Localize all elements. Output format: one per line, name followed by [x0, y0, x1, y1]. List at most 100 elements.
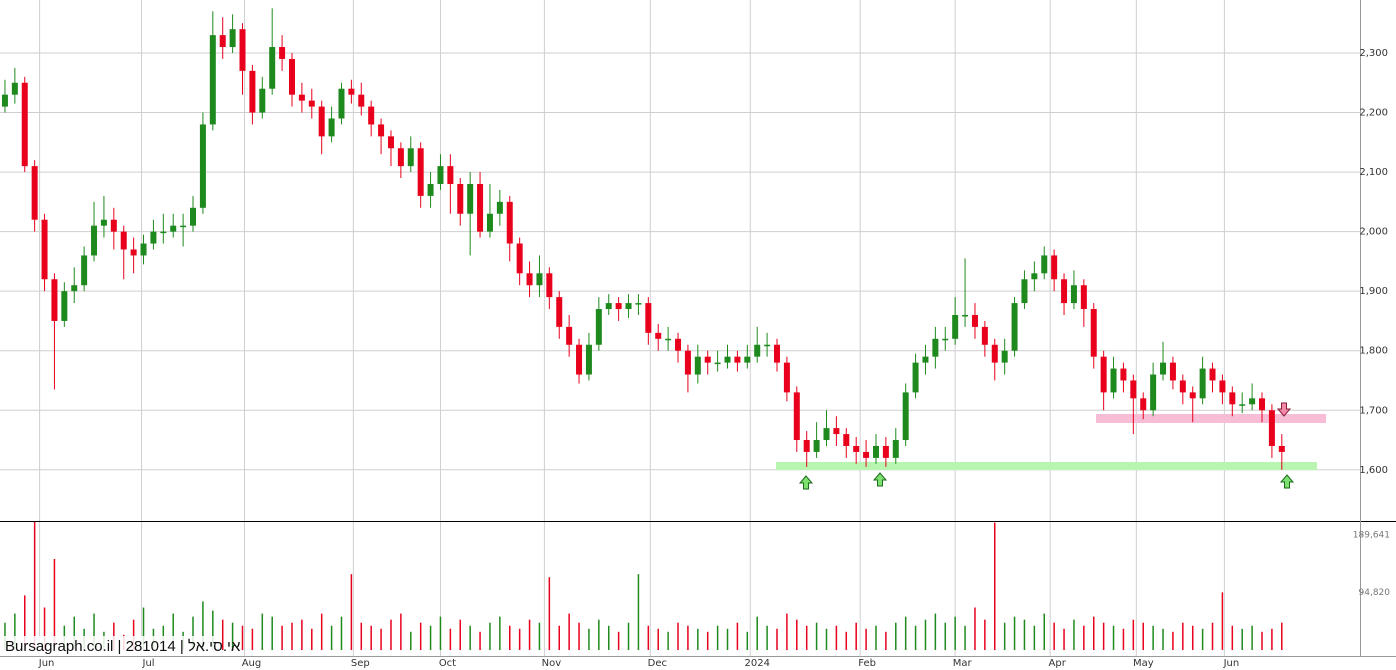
- candle-body: [496, 201, 503, 214]
- candle-body: [457, 183, 464, 214]
- candle-body: [447, 166, 454, 184]
- candle-body: [140, 243, 147, 256]
- candle-body: [298, 94, 305, 101]
- candle-body: [150, 231, 157, 244]
- watermark: Bursagraph.co.il | 281014 | אי.סי.אל: [5, 638, 241, 655]
- candle-body: [378, 124, 385, 137]
- y-tick-label: 1,900: [1359, 286, 1388, 297]
- candle-body: [516, 243, 523, 274]
- candle-body: [1100, 356, 1107, 393]
- candle-body: [338, 88, 345, 119]
- y-tick-label: 2,100: [1359, 167, 1388, 178]
- grid: [0, 0, 1363, 656]
- watermark-bg: [2, 636, 214, 656]
- candle-body: [536, 273, 543, 286]
- candle-body: [872, 445, 879, 458]
- candle-body: [348, 88, 355, 95]
- signal-arrows: [798, 402, 1295, 490]
- candle-body: [1169, 362, 1176, 381]
- candle-body: [704, 356, 711, 363]
- candle-body: [823, 428, 830, 441]
- candle-body: [427, 183, 434, 196]
- x-tick-label: Aug: [242, 658, 262, 669]
- candle-body: [368, 106, 375, 125]
- candle-body: [625, 303, 632, 310]
- x-tick-label: Jul: [142, 658, 155, 669]
- candle-body: [279, 47, 286, 59]
- candle-body: [71, 285, 78, 292]
- x-tick-label: Apr: [1049, 658, 1067, 669]
- resistance-band: [1096, 414, 1326, 423]
- candle-body: [912, 362, 919, 393]
- candle-body: [259, 88, 266, 113]
- candle-body: [833, 428, 840, 435]
- candle-body: [714, 362, 721, 365]
- candle-body: [170, 225, 177, 232]
- candle-body: [1011, 303, 1018, 351]
- y-tick-label: 2,300: [1359, 48, 1388, 59]
- candle-body: [585, 344, 592, 375]
- x-tick-label: Feb: [858, 658, 876, 669]
- candle-body: [318, 106, 325, 137]
- candle-body: [1080, 285, 1087, 310]
- candle-body: [387, 136, 394, 149]
- candle-body: [1179, 380, 1186, 393]
- candle-body: [853, 445, 860, 452]
- support-band: [776, 462, 1317, 470]
- candle-body: [526, 273, 533, 286]
- candle-body: [120, 231, 127, 250]
- candle-body: [209, 35, 216, 125]
- candle-body: [843, 434, 850, 446]
- y-tick-label: 2,000: [1359, 227, 1388, 238]
- candle-body: [576, 344, 583, 375]
- candle-body: [229, 29, 236, 48]
- candle-body: [665, 338, 672, 341]
- x-tick-label: Sep: [351, 658, 370, 669]
- y-tick-label: 2,200: [1359, 108, 1388, 119]
- x-tick-label: Jun: [1223, 658, 1240, 669]
- candle-body: [130, 249, 137, 256]
- candle-body: [1110, 368, 1117, 393]
- x-tick-label: Jun: [38, 658, 55, 669]
- candle-body: [160, 231, 167, 234]
- candle-body: [31, 166, 38, 220]
- candle-body: [744, 356, 751, 363]
- candle-body: [764, 344, 771, 347]
- candle-body: [635, 303, 642, 305]
- candle-body: [1, 94, 8, 107]
- candle-body: [1160, 362, 1167, 375]
- candle-body: [1001, 350, 1008, 363]
- candle-body: [477, 183, 484, 232]
- candle-body: [774, 344, 781, 363]
- candle-body: [269, 47, 276, 89]
- candle-body: [724, 356, 731, 363]
- candle-body: [684, 350, 691, 375]
- candle-body: [1268, 410, 1275, 446]
- candle-body: [397, 148, 404, 167]
- candle-body: [328, 118, 335, 137]
- candle-body: [100, 219, 107, 226]
- x-tick-label: 2024: [745, 658, 770, 669]
- candle-body: [922, 356, 929, 363]
- candle-body: [467, 183, 474, 214]
- candle-body: [813, 440, 820, 452]
- candle-body: [41, 219, 48, 280]
- y2-tick-label: 94,820: [1359, 588, 1391, 598]
- candle-body: [51, 279, 58, 321]
- x-tick-label: May: [1133, 658, 1154, 669]
- candle-body: [892, 440, 899, 458]
- candle-body: [645, 303, 652, 333]
- candle-body: [803, 440, 810, 452]
- candle-body: [754, 344, 761, 357]
- candle-body: [1090, 309, 1097, 357]
- candle-body: [91, 225, 98, 256]
- candle-body: [902, 392, 909, 441]
- candle-body: [1070, 285, 1077, 304]
- candle-body: [942, 338, 949, 341]
- candle-body: [952, 314, 959, 339]
- candle-body: [1189, 392, 1196, 399]
- x-tick-label: Mar: [953, 658, 973, 669]
- candle-body: [1120, 368, 1127, 381]
- candle-body: [437, 166, 444, 184]
